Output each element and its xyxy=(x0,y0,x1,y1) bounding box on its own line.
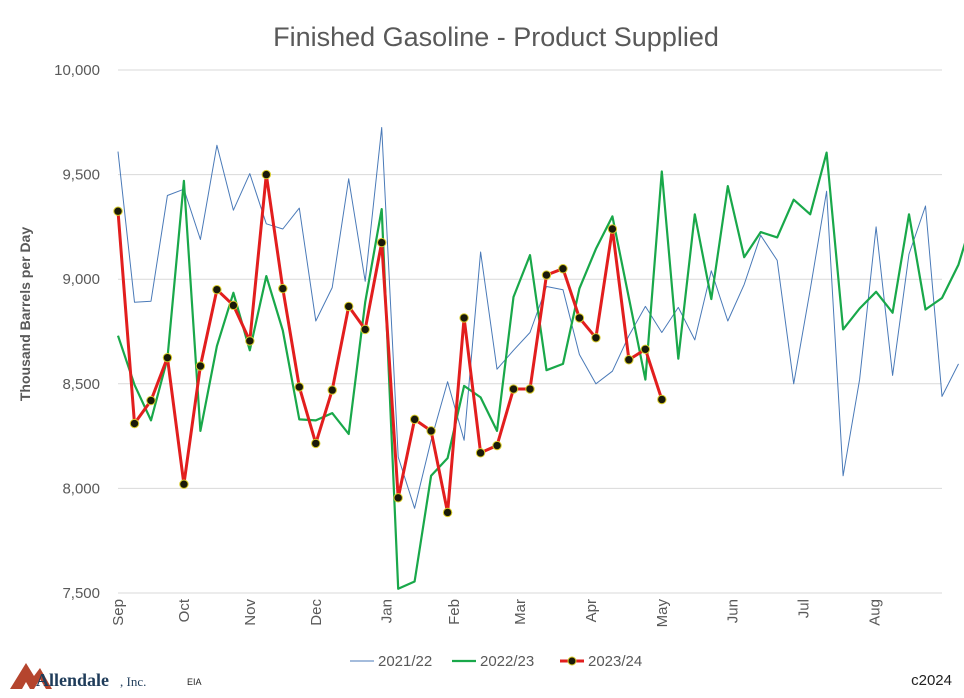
data-point-2023-24 xyxy=(624,355,634,365)
data-point-2023-24 xyxy=(574,313,585,323)
legend-marker xyxy=(567,656,577,666)
x-tick-label: Jun xyxy=(725,599,742,623)
x-tick-label: Feb xyxy=(446,599,463,625)
data-point-2023-24 xyxy=(278,283,288,294)
y-tick-label: 9,500 xyxy=(62,167,100,184)
y-tick-label: 7,500 xyxy=(62,585,100,602)
data-point-2023-24 xyxy=(179,479,189,489)
data-point-2023-24 xyxy=(525,384,535,394)
data-point-2023-24 xyxy=(245,336,255,346)
data-point-2023-24 xyxy=(261,169,272,180)
legend-label: 2021/22 xyxy=(378,653,432,670)
data-point-2023-24 xyxy=(195,361,206,371)
x-tick-label: Jul xyxy=(796,599,813,618)
data-point-2023-24 xyxy=(657,394,667,405)
allendale-logo: Allendale , Inc. xyxy=(10,663,146,690)
data-point-2023-24 xyxy=(360,324,370,335)
y-tick-label: 10,000 xyxy=(54,62,100,79)
data-point-2023-24 xyxy=(508,384,519,394)
data-point-2023-24 xyxy=(327,385,337,395)
logo-suffix: , Inc. xyxy=(120,674,146,689)
data-point-2023-24 xyxy=(459,313,469,323)
source-label: EIA xyxy=(187,677,202,687)
data-point-2023-24 xyxy=(409,414,420,425)
data-point-2023-24 xyxy=(393,493,403,503)
legend: 2021/22 2022/23 2023/24 xyxy=(350,653,642,670)
data-point-2023-24 xyxy=(558,264,568,274)
x-tick-label: Dec xyxy=(308,599,325,626)
copyright-label: c2024 xyxy=(911,672,952,689)
data-point-2023-24 xyxy=(541,270,552,280)
series-lines xyxy=(113,127,964,590)
data-point-2023-24 xyxy=(113,206,123,216)
x-tick-label: Mar xyxy=(512,599,529,625)
data-point-2023-24 xyxy=(212,284,222,295)
data-point-2023-24 xyxy=(442,507,453,518)
data-point-2023-24 xyxy=(228,300,239,311)
data-point-2023-24 xyxy=(607,224,618,234)
legend-label: 2022/23 xyxy=(480,653,534,670)
x-tick-label: Jan xyxy=(379,599,396,623)
y-tick-label: 8,000 xyxy=(62,480,100,497)
x-axis-tick-labels: Sep Oct Nov Dec Jan Feb Mar Apr May Jun Jul Aug xyxy=(110,598,883,627)
data-point-2023-24 xyxy=(376,237,387,248)
logo-mark-icon xyxy=(10,663,52,689)
data-point-2023-24 xyxy=(311,438,321,449)
data-point-2023-24 xyxy=(492,440,502,451)
y-tick-label: 9,000 xyxy=(62,271,100,288)
data-point-2023-24 xyxy=(294,382,304,392)
data-point-2023-24 xyxy=(426,426,436,436)
data-point-2023-24 xyxy=(640,344,651,354)
data-point-2023-24 xyxy=(344,301,354,312)
x-tick-label: Apr xyxy=(583,599,600,622)
series-line-2022-23 xyxy=(116,151,964,590)
data-point-2023-24 xyxy=(129,418,140,429)
data-point-2023-24 xyxy=(146,395,156,406)
y-axis-label: Thousand Barrels per Day xyxy=(17,227,33,401)
x-tick-label: Oct xyxy=(176,598,193,622)
y-tick-label: 8,500 xyxy=(62,376,100,393)
x-tick-label: Nov xyxy=(242,599,259,626)
data-point-2023-24 xyxy=(475,448,486,458)
x-tick-label: Sep xyxy=(110,599,127,626)
chart-title: Finished Gasoline - Product Supplied xyxy=(273,22,719,52)
legend-label: 2023/24 xyxy=(588,653,642,670)
y-axis-tick-labels: 7,500 8,000 8,500 9,000 9,500 10,000 xyxy=(54,62,100,602)
series-line-2023-24 xyxy=(116,173,664,514)
x-tick-label: Aug xyxy=(866,599,883,626)
data-point-2023-24 xyxy=(162,352,173,363)
logo-name: Allendale xyxy=(36,670,109,690)
data-point-2023-24 xyxy=(591,333,601,343)
x-tick-label: May xyxy=(654,599,671,628)
